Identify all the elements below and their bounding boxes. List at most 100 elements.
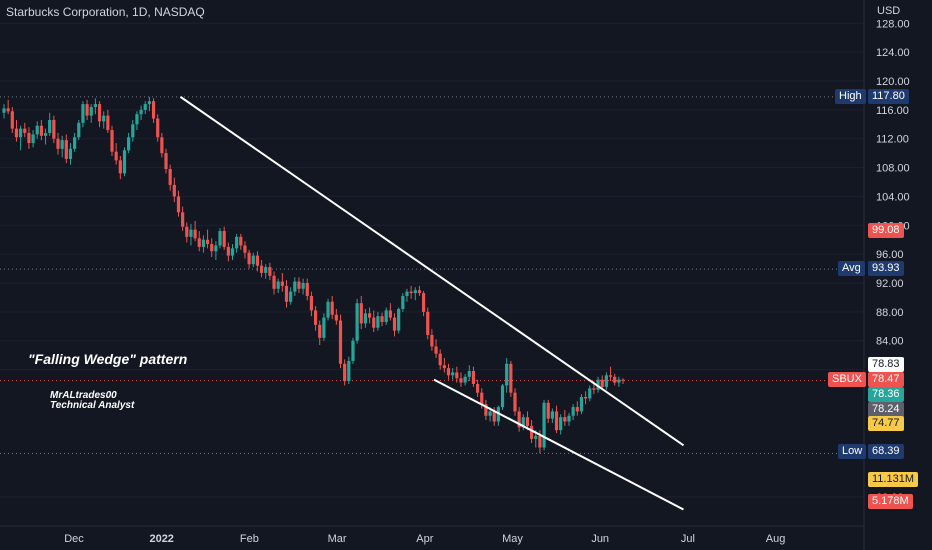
candle-body [559,417,563,431]
avg-value: 93.93 [868,261,904,276]
candle-body [438,353,442,366]
candle-body [326,301,330,318]
candle-body [421,293,426,312]
avg-label: Avg [838,261,865,276]
candle-body [442,365,446,369]
volume-label-1: 11.131M [868,472,918,487]
time-tick-label: 2022 [149,533,173,545]
price-tick-label: 104.00 [876,191,910,203]
time-tick-label: Jun [591,533,609,545]
candle-body [43,132,48,136]
candle-body [542,402,546,448]
candle-body [131,124,135,138]
time-tick-label: May [502,533,523,545]
candle-body [517,411,521,428]
candle-body [127,137,131,151]
price-tick-label: 84.00 [876,336,904,348]
candle-body [513,392,517,412]
candle-body [89,106,93,116]
candle-body [608,375,613,377]
candle-body [81,104,85,123]
candle-body [413,290,417,294]
candle-body [39,125,43,136]
price-tick-label: 96.00 [876,249,904,261]
candle-body [289,291,293,302]
candle-body [214,245,218,252]
candle-body [255,255,260,266]
currency-label: USD [877,5,901,17]
price-tick-label: 128.00 [876,18,910,30]
candle-body [426,311,430,335]
candle-body [147,101,152,105]
author-name: MrALtrades00 [50,390,117,401]
wedge-trendlines [179,96,685,511]
chart-grid [0,22,864,498]
candle-body [621,379,625,381]
candle-body [118,160,122,174]
candle-body [193,229,197,239]
candle-body [222,231,226,247]
candle-body [48,119,52,133]
high-label: High [835,89,866,104]
candle-body [305,283,309,296]
last-price: 78.47 [868,372,904,387]
candle-body [280,281,284,286]
candle-body [114,151,118,161]
volume-label-2: 5.178M [868,494,913,509]
candle-body [201,239,206,247]
time-tick-label: Apr [416,533,433,545]
candle-body [397,308,401,331]
price-label-7824: 78.24 [868,402,904,417]
candle-body [459,378,463,383]
candle-body [372,317,376,328]
candle-body [351,340,355,361]
candle-body [151,101,156,119]
author-role: Technical Analyst [50,400,135,411]
candle-body [550,411,554,419]
candle-body [571,407,575,416]
candle-body [268,267,272,276]
candle-body [2,108,6,113]
candle-body [613,376,617,383]
candle-body [259,265,264,273]
candle-body [463,376,467,383]
candle-body [297,281,301,289]
candle-body [604,375,608,387]
candle-body [567,415,571,422]
candle-body [284,285,289,302]
price-tick-label: 112.00 [876,134,909,146]
candle-body [355,303,359,341]
time-tick-label: Dec [64,533,84,545]
price-label-7477: 74.77 [868,416,904,431]
low-label: Low [838,444,867,459]
chart-title: Starbucks Corporation, 1D, NASDAQ [6,5,205,19]
candle-body [334,314,338,321]
candle-body [230,248,235,256]
candle-body [35,125,39,135]
candle-body [23,128,27,133]
candle-body [31,134,35,144]
candle-body [97,104,102,122]
candle-body [367,313,372,318]
candle-body [210,244,214,252]
symbol-label: SBUX [828,372,866,387]
candle-body [322,317,326,338]
candle-body [330,301,334,315]
candle-body [239,236,243,246]
time-axis[interactable]: Dec 2022 Feb Mar Apr May Jun Jul Aug [64,533,785,545]
price-label-99: 99.08 [868,223,904,238]
candle-body [68,148,73,159]
candle-body [405,291,409,296]
candle-body [392,317,397,331]
candle-body [93,104,97,107]
candle-body [19,128,23,138]
candle-body [534,435,538,439]
candle-body [160,137,164,154]
high-value: 117.80 [868,89,909,104]
candle-body [197,238,201,247]
candle-body [347,360,351,382]
price-tick-label: 116.00 [876,105,909,117]
candle-body [430,334,434,347]
candle-body [471,371,476,384]
